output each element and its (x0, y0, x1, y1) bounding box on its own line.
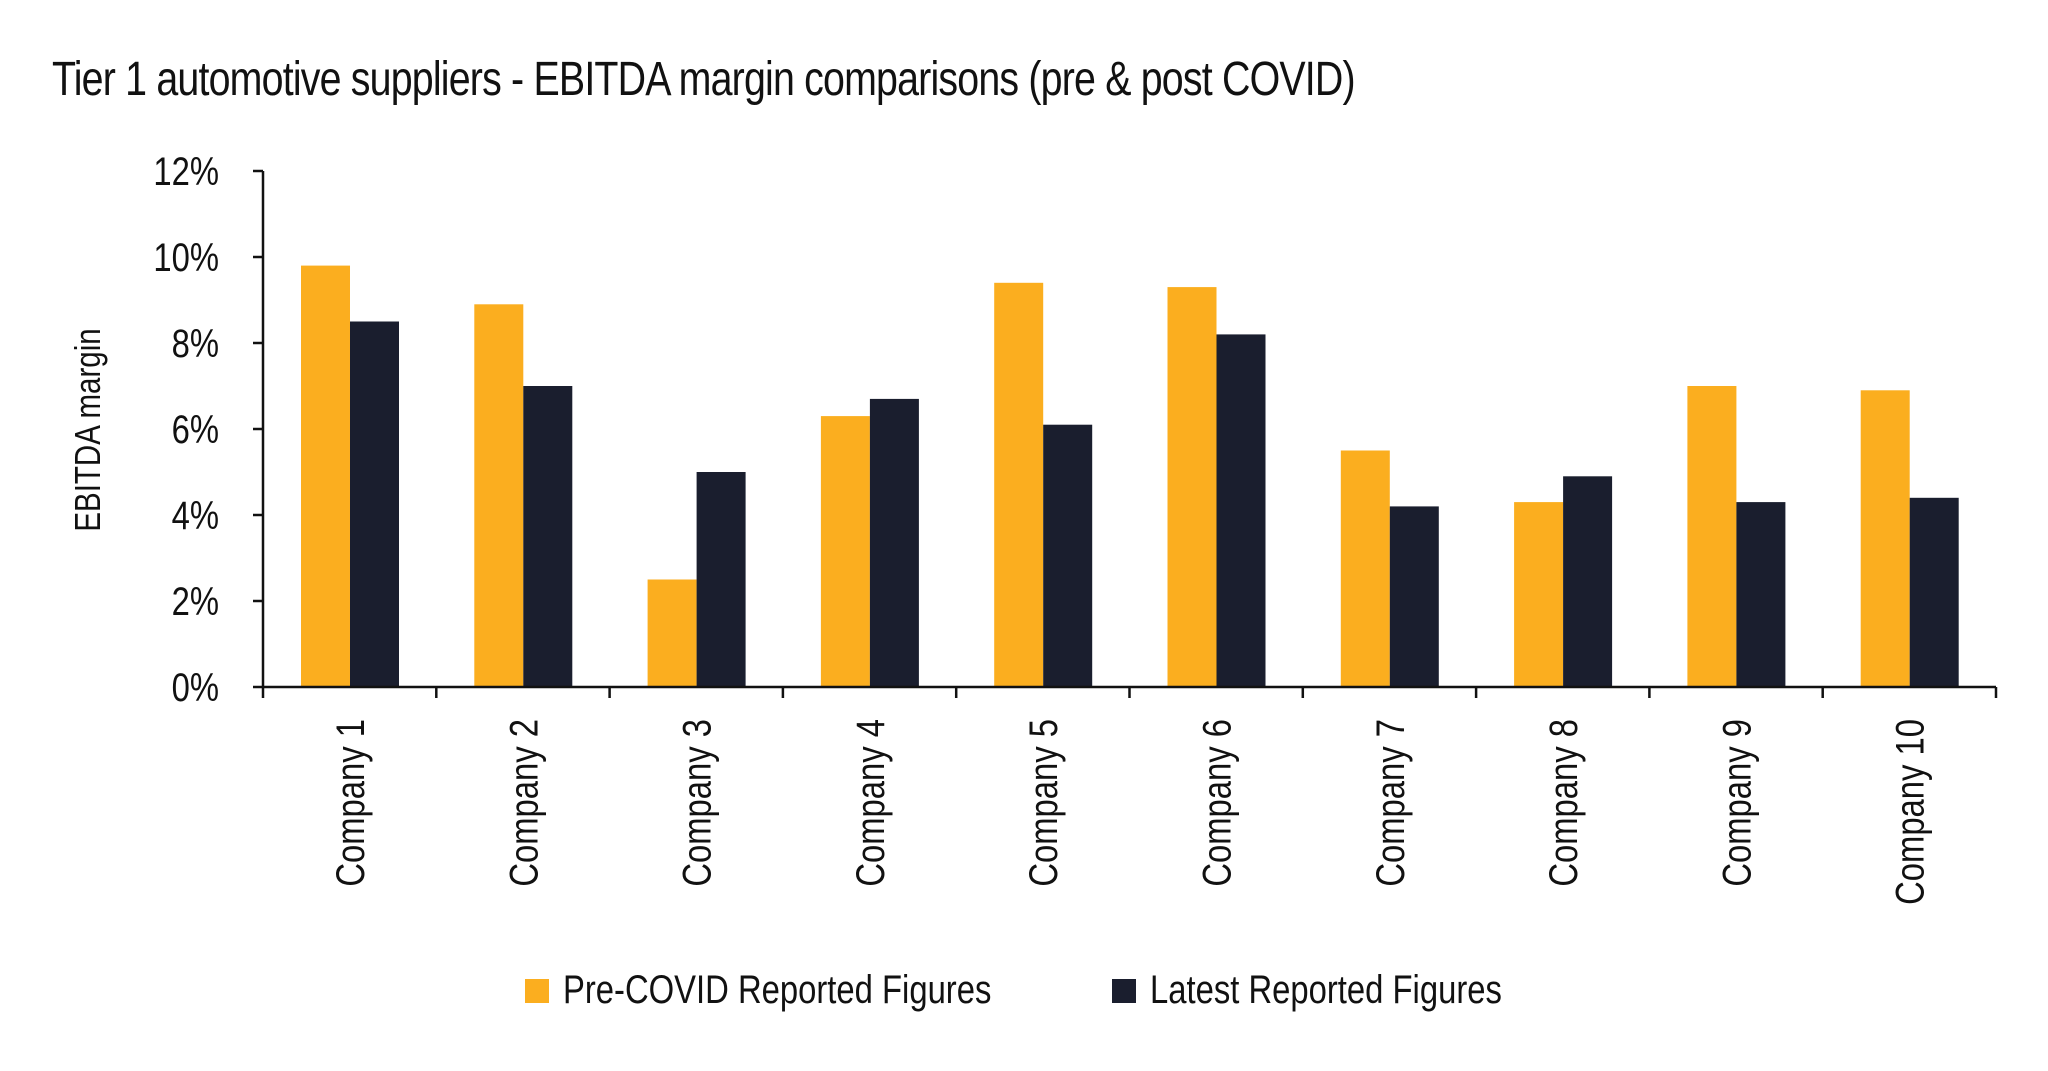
x-tick-label-group: Company 7 (1368, 719, 1413, 887)
bar-latest-company-5 (1043, 424, 1093, 687)
x-tick-label-company-5: Company 5 (1021, 719, 1066, 887)
y-tick-label: 4% (172, 493, 219, 538)
bar-latest-company-6 (1216, 334, 1266, 687)
x-tick-label-company-4: Company 4 (848, 719, 893, 887)
bar-latest-company-1 (350, 321, 399, 687)
bar-latest-company-9 (1736, 502, 1786, 687)
x-tick-labels: Company 1 Company 2 Company 3 Company 4 Comp… (328, 719, 1933, 905)
x-tick-label-group: Company 8 (1541, 719, 1586, 887)
y-tick-label-group: 8% (172, 321, 219, 366)
bar-latest-company-4 (869, 398, 919, 687)
y-tick-label-group: 2% (172, 579, 219, 624)
x-tick-label-company-9: Company 9 (1714, 719, 1759, 887)
y-tick-label: 8% (172, 321, 219, 366)
bars-layer (301, 265, 1959, 687)
y-tick-label-group: 10% (153, 235, 219, 280)
y-axis-title: EBITDA margin (67, 328, 107, 531)
bar-pre-covid-company-4 (820, 416, 870, 687)
chart-title: Tier 1 automotive suppliers - EBITDA mar… (52, 53, 1356, 106)
bar-pre-covid-company-6 (1167, 287, 1217, 687)
bar-latest-company-7 (1389, 506, 1439, 687)
x-tick-label-group: Company 6 (1194, 719, 1239, 887)
legend-item-latest: Latest Reported Figures (1112, 968, 1579, 1013)
y-tick-label: 0% (172, 665, 219, 710)
x-tick-label-company-2: Company 2 (501, 719, 546, 887)
y-tick-label: 12% (153, 149, 219, 194)
x-tick-label-company-10: Company 10 (1888, 719, 1933, 905)
y-tick-label: 6% (172, 407, 219, 452)
legend-label-latest: Latest Reported Figures (1150, 968, 1502, 1012)
y-axis-title-group: EBITDA margin (67, 328, 107, 531)
x-tick-label-company-3: Company 3 (675, 719, 720, 887)
axes-layer (253, 169, 1998, 698)
x-tick-label-group: Company 3 (675, 719, 720, 887)
bar-pre-covid-company-2 (474, 304, 524, 687)
x-tick-label-company-8: Company 8 (1541, 719, 1586, 887)
bar-latest-company-10 (1909, 497, 1959, 687)
y-tick-label: 2% (172, 579, 219, 624)
y-tick-label: 10% (153, 235, 219, 280)
bar-pre-covid-company-7 (1340, 450, 1390, 687)
y-tick-label-group: 0% (172, 665, 219, 710)
y-tick-labels: 0% 2% 4% 6% 8% 10% 12% (153, 149, 219, 710)
bar-pre-covid-company-3 (647, 579, 697, 687)
bar-latest-company-8 (1563, 476, 1613, 687)
legend-item-pre-covid: Pre-COVID Reported Figures (525, 968, 1085, 1013)
x-tick-label-group: Company 4 (848, 719, 893, 887)
bar-latest-company-2 (523, 386, 573, 687)
y-tick-label-group: 4% (172, 493, 219, 538)
bar-pre-covid-company-8 (1514, 502, 1564, 687)
bar-pre-covid-company-9 (1687, 386, 1737, 687)
bar-pre-covid-company-5 (994, 282, 1044, 687)
y-tick-label-group: 6% (172, 407, 219, 452)
legend-swatch-pre-covid (525, 978, 549, 1003)
bar-pre-covid-company-1 (301, 265, 350, 687)
x-tick-label-group: Company 2 (501, 719, 546, 887)
y-tick-label-group: 12% (153, 149, 219, 194)
x-tick-label-company-1: Company 1 (328, 719, 373, 887)
x-tick-label-group: Company 9 (1714, 719, 1759, 887)
bar-latest-company-3 (696, 472, 746, 687)
x-tick-label-company-6: Company 6 (1194, 719, 1239, 887)
legend-swatch-latest (1112, 978, 1136, 1003)
x-tick-label-group: Company 10 (1888, 719, 1933, 905)
x-tick-label-group: Company 1 (328, 719, 373, 887)
bar-pre-covid-company-10 (1860, 390, 1910, 687)
legend-label-pre-covid: Pre-COVID Reported Figures (563, 968, 992, 1012)
x-tick-label-group: Company 5 (1021, 719, 1066, 887)
x-tick-label-company-7: Company 7 (1368, 719, 1413, 887)
